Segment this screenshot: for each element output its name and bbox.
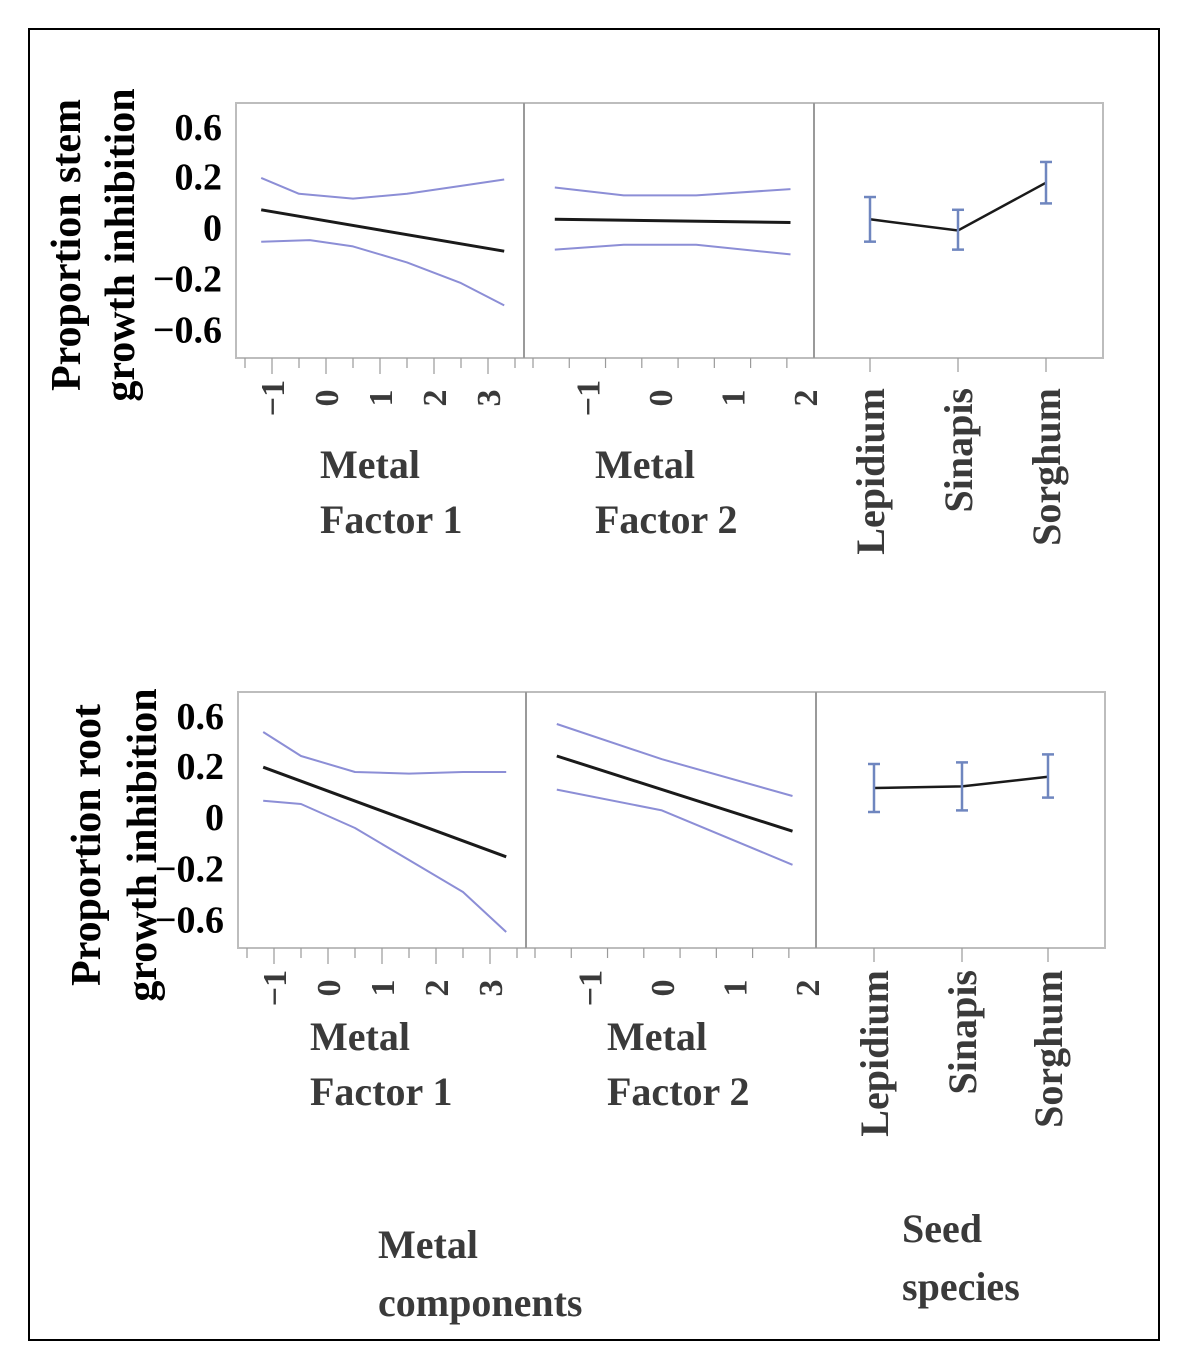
category-label-sinapis: Sinapis [940,970,985,1095]
x-tick-label: −1 [572,970,609,1006]
x-tick-label: 0 [643,390,680,407]
panel-1: −1 0 1 2 3 Metal Factor 1 [246,731,518,1114]
panel-2: −1 0 1 2 Metal Factor 2 [532,186,825,542]
x-axis-title-line-1: Metal [310,1014,410,1059]
seed-species-label-line2: species [902,1264,1020,1309]
figure-frame [28,28,1160,1341]
category-label-sorghum: Sorghum [1026,970,1071,1128]
error-bar-lepidium [868,762,880,814]
chart-row-2: Proportion root growth inhibition 0.60.20−… [64,688,1106,1137]
panel-3: Lepidium Sinapis Sorghum [848,160,1069,555]
x-tick-label: 1 [365,980,402,997]
y-tick-label: −0.2 [155,848,224,890]
metal-components-label-line2: components [378,1280,582,1325]
upper-confidence-curve [262,731,507,775]
x-axis-title-line-2: Factor 1 [320,497,463,542]
y-tick-label: 0 [205,797,224,839]
upper-confidence-curve [260,176,505,200]
x-axis-title-line-2: Factor 1 [310,1069,453,1114]
panel-1: −1 0 1 2 3 Metal Factor 1 [244,176,516,542]
chart-row-1: Proportion stem growth inhibition 0.60.20−… [44,88,1104,555]
y-tick-label: 0 [203,208,222,250]
prediction-line [554,217,791,224]
x-tick-label: 3 [471,390,508,407]
x-tick-label: 1 [363,390,400,407]
lower-confidence-curve [261,239,505,307]
prediction-line [260,208,505,253]
x-axis-title-line-1: Metal [320,442,420,487]
x-tick-label: 2 [417,390,454,407]
panel-2: −1 0 1 2 Metal Factor 2 [534,723,827,1114]
x-tick-label: 1 [715,390,752,407]
y-axis-title-line-1: Proportion root [64,704,110,986]
x-axis-title-line-2: Factor 2 [595,497,738,542]
error-bar-sorghum [1042,753,1054,799]
x-tick-label: 2 [419,980,456,997]
seed-species-label-line1: Seed [902,1206,982,1251]
plot-frame [237,691,1106,949]
x-tick-label: 2 [790,980,827,997]
x-axis-title-line-1: Metal [607,1014,707,1059]
x-tick-label: −1 [257,970,294,1006]
y-tick-label: −0.6 [155,900,224,942]
error-bar-lepidium [864,195,876,243]
x-tick-label: 1 [717,980,754,997]
prediction-line [556,754,793,833]
y-tick-label: 0.6 [177,696,225,738]
x-tick-label: −1 [255,380,292,416]
category-label-sinapis: Sinapis [936,388,981,513]
y-tick-label: −0.6 [153,310,222,352]
y-tick-label: 0.2 [175,157,223,199]
footer-labels: Metal components Seed species [378,1206,1020,1325]
y-axis-title-line-1: Proportion stem [44,99,90,391]
x-axis-title-line-2: Factor 2 [607,1069,750,1114]
category-label-sorghum: Sorghum [1024,388,1069,546]
x-tick-label: 0 [311,980,348,997]
error-bar-sinapis [956,761,968,812]
y-axis-title-line-2: growth inhibition [120,688,166,1001]
x-tick-label: 3 [473,980,510,997]
plot-frame [235,102,1104,359]
metal-components-label-line1: Metal [378,1222,478,1267]
error-bar-sinapis [952,208,964,251]
x-tick-label: −1 [570,380,607,416]
lower-confidence-curve [263,799,507,933]
lower-confidence-curve [554,243,791,256]
y-tick-label: 0.6 [175,107,223,149]
prediction-line [262,765,507,859]
error-bar-sorghum [1040,160,1052,205]
y-axis-title-line-2: growth inhibition [98,88,144,401]
category-label-lepidium: Lepidium [848,388,893,555]
panel-3: Lepidium Sinapis Sorghum [852,753,1071,1137]
upper-confidence-curve [556,723,793,797]
x-tick-label: 0 [309,390,346,407]
category-label-lepidium: Lepidium [852,970,897,1137]
y-tick-label: 0.2 [177,746,225,788]
y-tick-label: −0.2 [153,259,222,301]
lower-confidence-curve [556,788,793,866]
x-axis-title-line-1: Metal [595,442,695,487]
upper-confidence-curve [554,186,791,197]
x-tick-label: 0 [645,980,682,997]
x-tick-label: 2 [788,390,825,407]
